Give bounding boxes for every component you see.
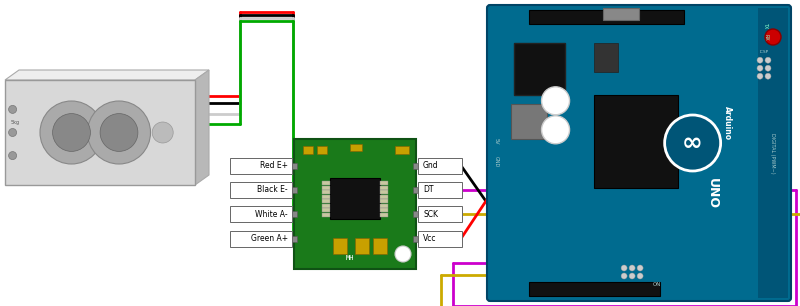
FancyBboxPatch shape <box>294 139 416 269</box>
Bar <box>413 236 419 241</box>
FancyBboxPatch shape <box>487 5 791 301</box>
Bar <box>413 211 419 217</box>
Circle shape <box>9 105 17 114</box>
Circle shape <box>637 273 643 279</box>
Circle shape <box>665 115 721 171</box>
Circle shape <box>757 57 763 63</box>
Bar <box>322 185 330 189</box>
Bar <box>594 43 618 72</box>
Bar <box>317 146 327 154</box>
Polygon shape <box>195 70 209 185</box>
FancyBboxPatch shape <box>230 182 292 198</box>
Bar <box>413 187 419 193</box>
Bar <box>333 238 347 254</box>
Bar <box>758 8 788 298</box>
Bar <box>322 213 330 217</box>
Bar <box>380 208 388 212</box>
Bar <box>303 146 313 154</box>
Bar <box>322 181 330 185</box>
Text: DIGITAL (PWM~): DIGITAL (PWM~) <box>770 133 775 173</box>
Bar <box>603 8 639 20</box>
FancyBboxPatch shape <box>230 206 292 222</box>
Bar <box>380 181 388 185</box>
Bar <box>291 187 297 193</box>
Text: GND: GND <box>494 156 499 167</box>
Bar <box>380 190 388 194</box>
Polygon shape <box>5 70 209 80</box>
Bar <box>380 185 388 189</box>
Bar <box>594 95 678 188</box>
Bar <box>514 43 565 95</box>
Circle shape <box>395 246 411 262</box>
Text: ICSP: ICSP <box>759 50 769 54</box>
Circle shape <box>40 101 103 164</box>
Circle shape <box>765 29 781 45</box>
Bar <box>529 282 660 296</box>
Circle shape <box>757 73 763 79</box>
Bar <box>291 236 297 241</box>
Text: SCK: SCK <box>423 210 438 219</box>
Text: ON: ON <box>653 282 661 287</box>
Circle shape <box>765 57 771 63</box>
Circle shape <box>757 65 763 71</box>
Circle shape <box>152 122 174 143</box>
Bar <box>5 80 195 185</box>
Circle shape <box>100 114 138 151</box>
Circle shape <box>765 73 771 79</box>
Bar <box>322 190 330 194</box>
Text: Vcc: Vcc <box>423 234 437 243</box>
Bar <box>380 199 388 203</box>
Text: UNO: UNO <box>706 177 719 208</box>
Bar <box>330 178 380 219</box>
Bar <box>380 204 388 208</box>
FancyBboxPatch shape <box>418 158 462 174</box>
FancyBboxPatch shape <box>418 230 462 247</box>
Bar <box>322 199 330 203</box>
FancyBboxPatch shape <box>418 182 462 198</box>
Circle shape <box>542 116 570 144</box>
Circle shape <box>9 129 17 136</box>
Circle shape <box>637 265 643 271</box>
Circle shape <box>9 151 17 160</box>
Circle shape <box>53 114 90 151</box>
Bar <box>322 195 330 199</box>
Text: DT: DT <box>423 185 434 194</box>
Circle shape <box>629 273 635 279</box>
Text: 5kg: 5kg <box>11 120 20 125</box>
Bar <box>380 195 388 199</box>
Text: Gnd: Gnd <box>423 161 438 170</box>
Circle shape <box>542 87 570 115</box>
Bar <box>322 208 330 212</box>
Text: 5V: 5V <box>494 138 499 145</box>
Text: RX: RX <box>763 34 769 40</box>
Text: TX: TX <box>763 22 769 28</box>
Bar <box>395 146 409 154</box>
Text: Arduino: Arduino <box>723 106 732 140</box>
Bar <box>291 211 297 217</box>
Bar <box>350 144 362 151</box>
Circle shape <box>87 101 150 164</box>
Text: White A-: White A- <box>255 210 288 219</box>
Circle shape <box>629 265 635 271</box>
Text: MH: MH <box>346 255 354 261</box>
Circle shape <box>621 273 627 279</box>
Bar <box>322 204 330 208</box>
Bar <box>355 238 369 254</box>
Text: ∞: ∞ <box>682 131 703 155</box>
Bar <box>373 238 387 254</box>
Bar <box>413 162 419 169</box>
Text: Red E+: Red E+ <box>260 161 288 170</box>
Text: Black E-: Black E- <box>258 185 288 194</box>
Bar <box>291 162 297 169</box>
Circle shape <box>621 265 627 271</box>
Bar <box>380 213 388 217</box>
Circle shape <box>765 65 771 71</box>
Bar <box>529 10 684 24</box>
Bar <box>511 104 546 139</box>
FancyBboxPatch shape <box>230 230 292 247</box>
FancyBboxPatch shape <box>230 158 292 174</box>
Text: Green A+: Green A+ <box>251 234 288 243</box>
FancyBboxPatch shape <box>418 206 462 222</box>
